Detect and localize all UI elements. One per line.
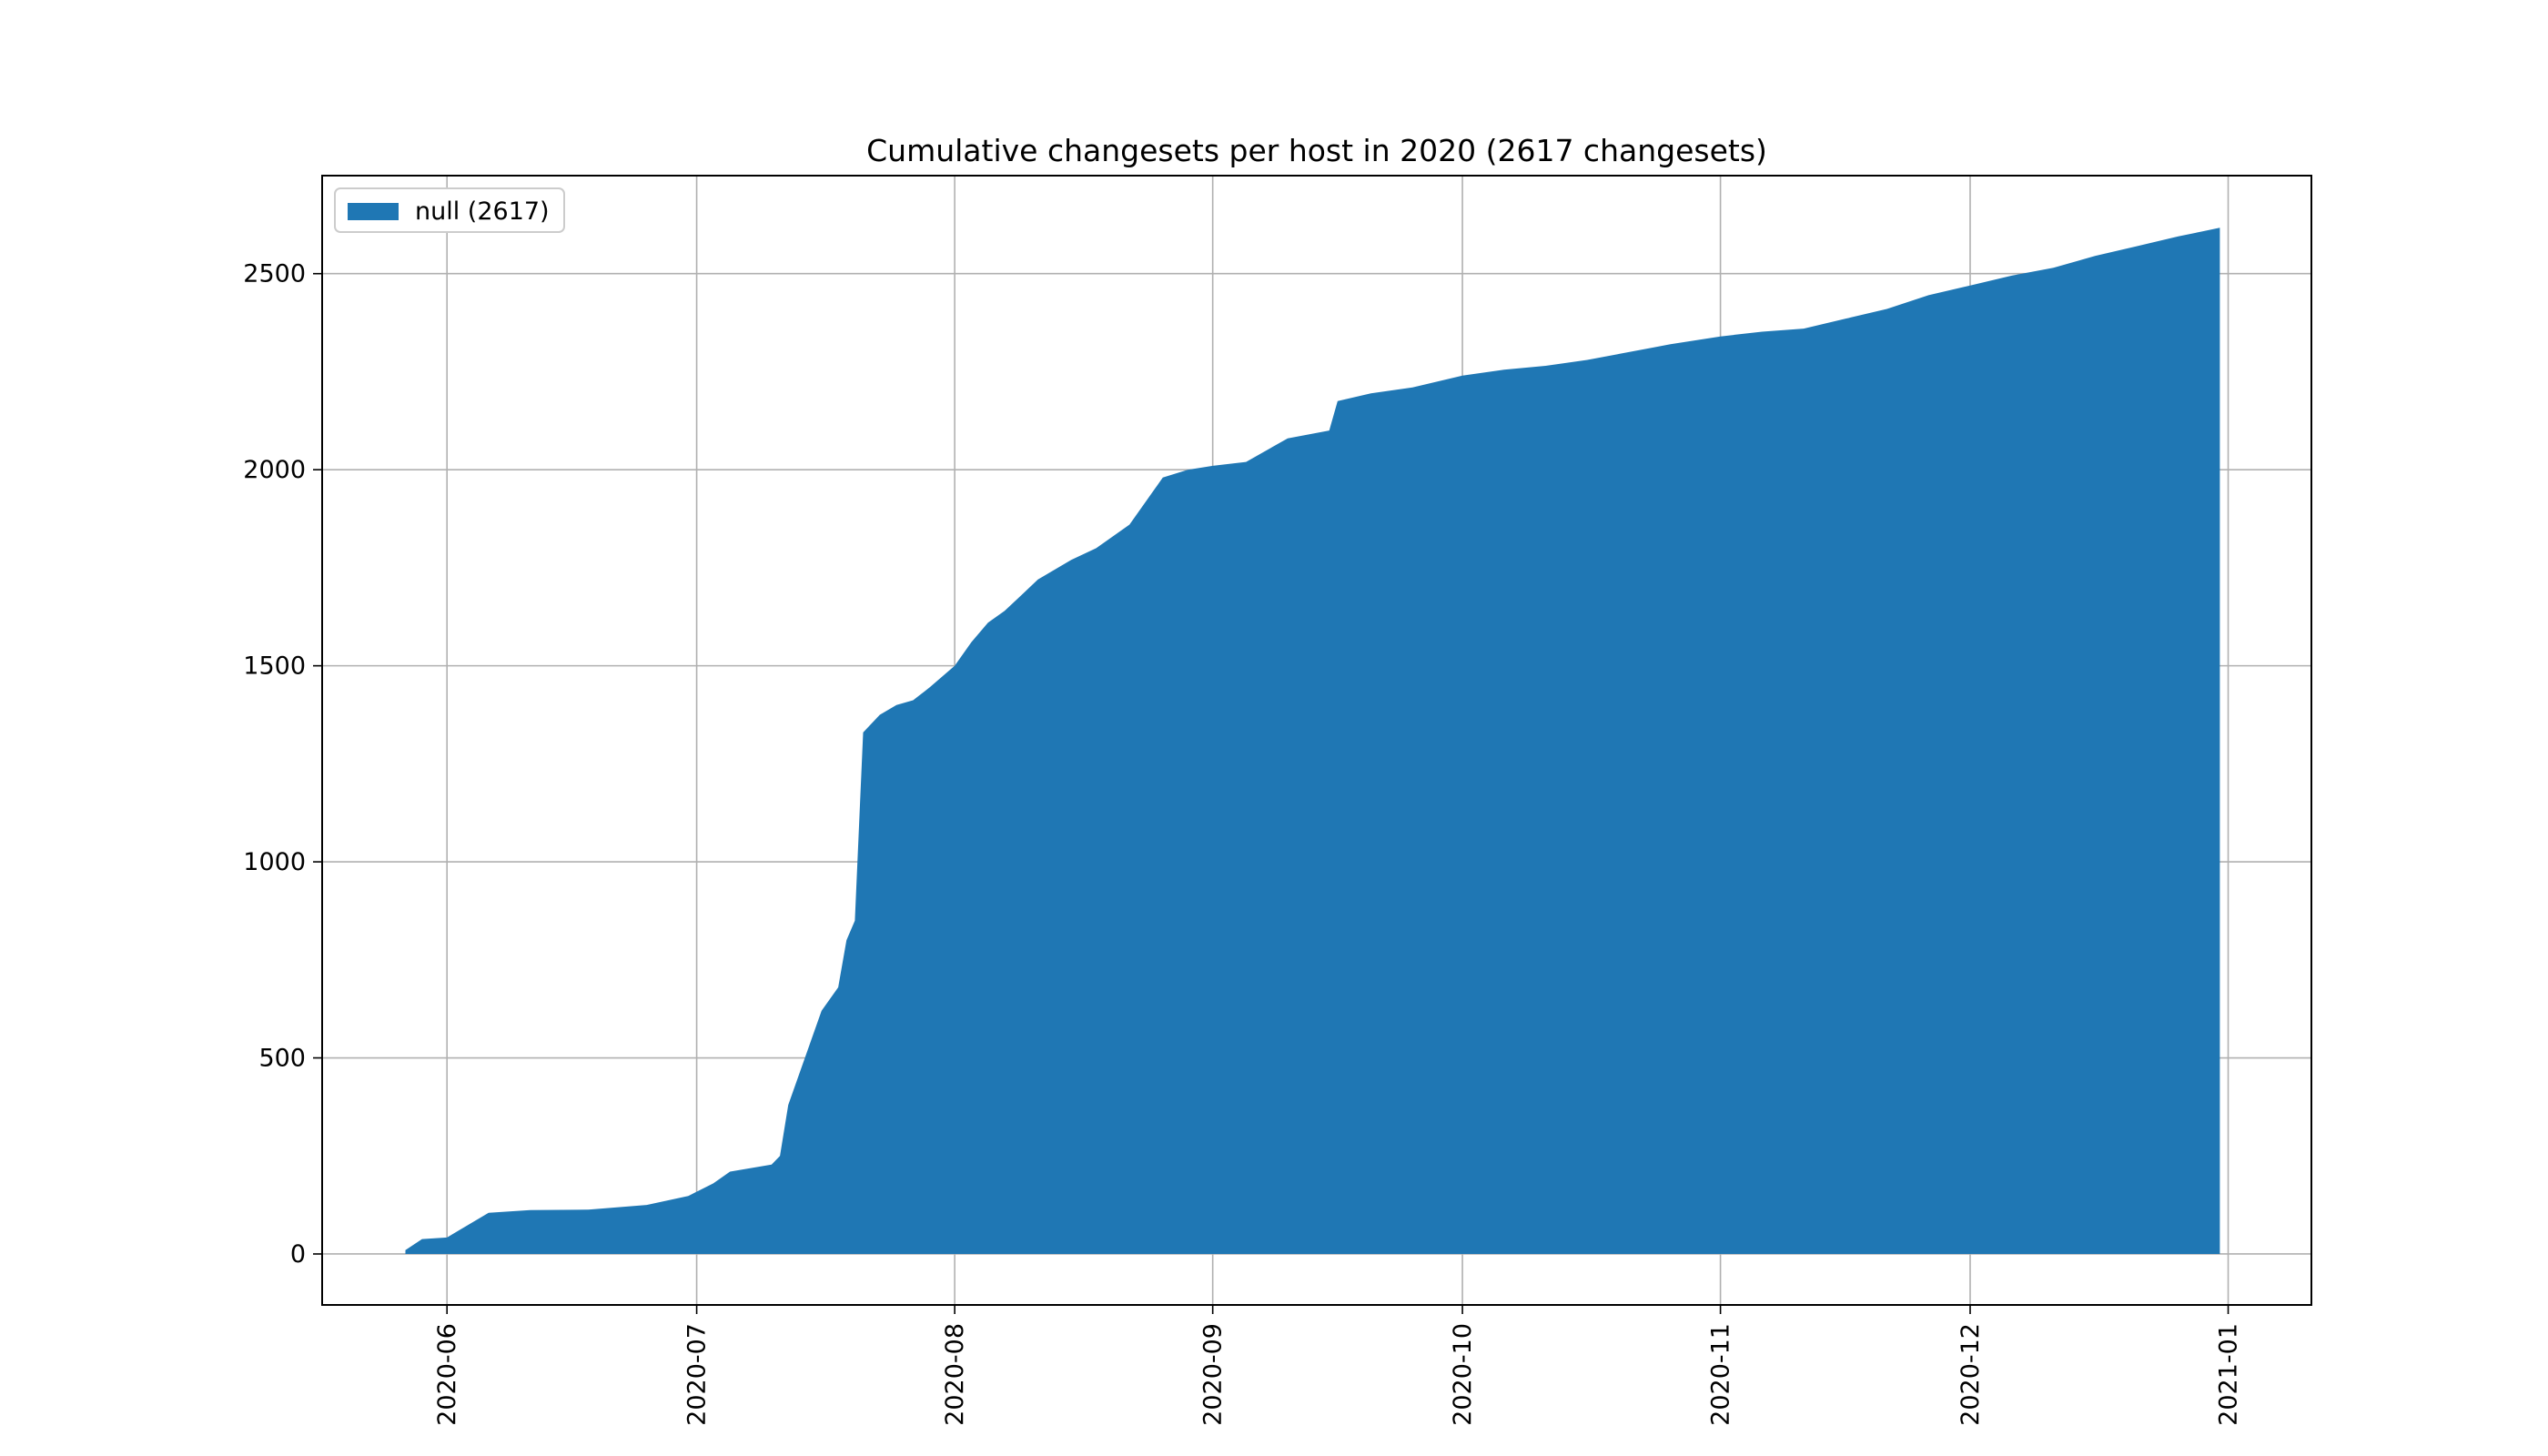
legend-label-null: null (2617) [415, 197, 550, 226]
y-tick-label-1000: 1000 [243, 848, 306, 876]
x-tick-label-2020-07: 2020-07 [683, 1323, 712, 1426]
area-layer [405, 228, 2220, 1254]
x-tick-label-2020-10: 2020-10 [1449, 1323, 1477, 1426]
x-tick-label-2020-12: 2020-12 [1956, 1323, 1985, 1426]
chart-title: Cumulative changesets per host in 2020 (… [866, 133, 1767, 168]
legend: null (2617) [334, 187, 565, 233]
y-tick-label-1500: 1500 [243, 652, 306, 681]
y-tick-label-500: 500 [258, 1045, 306, 1073]
y-tick-label-2500: 2500 [243, 260, 306, 288]
y-tick-label-0: 0 [290, 1240, 306, 1269]
x-axis: 2020-06 2020-07 2020-08 2020-09 2020-10 2020-… [433, 1305, 2243, 1426]
y-axis: 0 500 1000 1500 2000 2500 [243, 260, 322, 1269]
plot-frame [321, 175, 2312, 1306]
x-tick-label-2020-09: 2020-09 [1199, 1323, 1228, 1426]
y-tick-label-2000: 2000 [243, 456, 306, 484]
legend-box [334, 187, 565, 233]
x-tick-label-2021-01: 2021-01 [2215, 1323, 2243, 1426]
x-tick-label-2020-08: 2020-08 [941, 1323, 969, 1426]
x-tick-label-2020-06: 2020-06 [433, 1323, 461, 1426]
area-series-null [405, 228, 2220, 1254]
x-tick-label-2020-11: 2020-11 [1707, 1323, 1735, 1426]
legend-swatch-null [348, 203, 399, 220]
